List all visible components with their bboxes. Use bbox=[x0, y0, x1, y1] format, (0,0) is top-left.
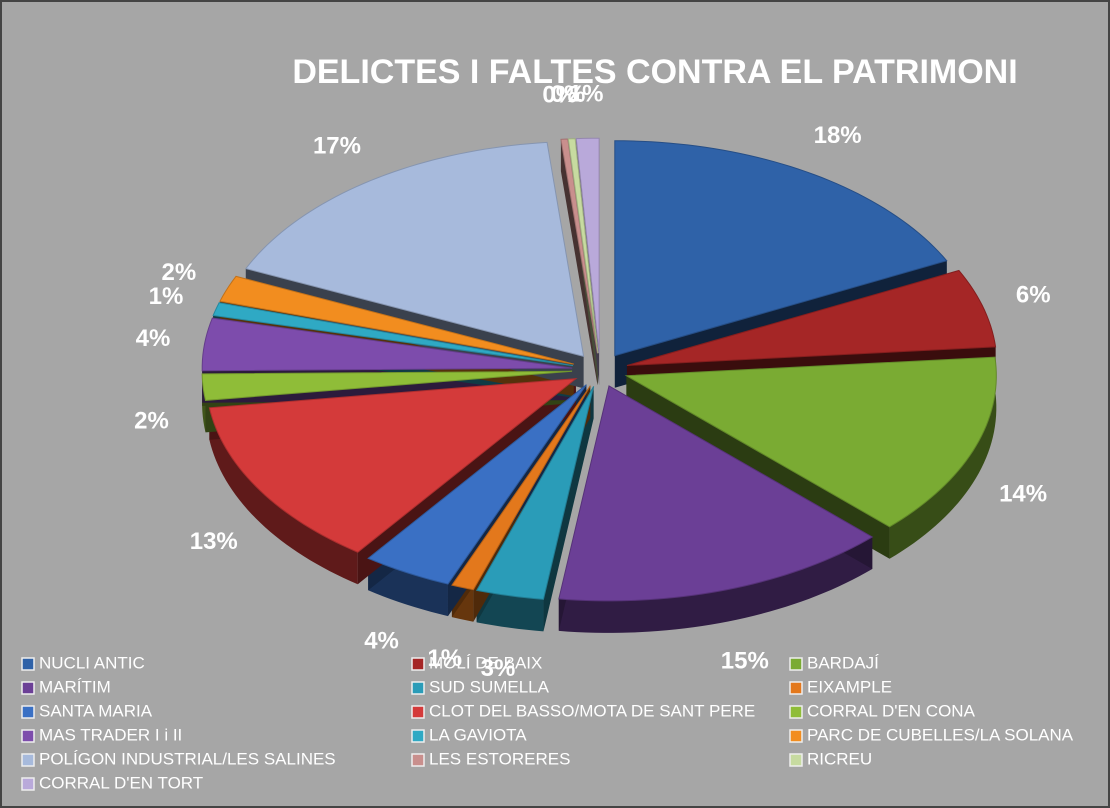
slice bbox=[624, 356, 997, 528]
slice bbox=[201, 370, 573, 401]
slice-radial-side bbox=[560, 138, 598, 386]
value-label: 4% bbox=[136, 325, 171, 352]
legend-label: RICREU bbox=[807, 749, 872, 768]
legend-marker bbox=[21, 729, 35, 743]
value-labels: 18%6%14%15%3%1%4%13%2%4%1%2%17%0%0%1% bbox=[134, 81, 1051, 682]
legend-marker bbox=[789, 657, 803, 671]
legend-label: EIXAMPLE bbox=[807, 677, 892, 696]
slice bbox=[475, 386, 595, 600]
slice bbox=[567, 138, 599, 354]
value-label: 18% bbox=[814, 122, 862, 149]
legend-marker bbox=[21, 753, 35, 767]
value-label: 1% bbox=[427, 645, 462, 672]
legend-label: CORRAL D'EN TORT bbox=[39, 773, 203, 792]
value-label: 2% bbox=[134, 408, 169, 435]
legend-marker bbox=[411, 681, 425, 695]
slice bbox=[451, 385, 591, 591]
slice bbox=[208, 377, 578, 553]
legend-marker bbox=[411, 657, 425, 671]
value-label: 15% bbox=[721, 648, 769, 675]
legend-marker bbox=[21, 705, 35, 719]
slice bbox=[614, 140, 948, 357]
legend-marker bbox=[789, 753, 803, 767]
legend-label: CLOT DEL BASSO/MOTA DE SANT PERE bbox=[429, 701, 755, 720]
value-label: 4% bbox=[364, 628, 399, 655]
legend-label: MAS TRADER I i II bbox=[39, 725, 182, 744]
legend-marker bbox=[21, 681, 35, 695]
legend-marker bbox=[789, 705, 803, 719]
legend-marker bbox=[411, 729, 425, 743]
slice bbox=[575, 137, 600, 354]
slice-side bbox=[558, 536, 873, 633]
value-label: 6% bbox=[1016, 281, 1051, 308]
legend-label: NUCLI ANTIC bbox=[39, 653, 145, 672]
slice bbox=[558, 385, 874, 602]
legend-marker bbox=[21, 777, 35, 791]
value-label: 0% bbox=[542, 82, 577, 109]
legend-label: SANTA MARIA bbox=[39, 701, 153, 720]
value-label: 1% bbox=[569, 81, 604, 108]
slice-side bbox=[209, 407, 358, 585]
legend-label: POLÍGON INDUSTRIAL/LES SALINES bbox=[39, 749, 336, 768]
slice bbox=[201, 317, 573, 372]
legend-label: SUD SUMELLA bbox=[429, 677, 550, 696]
legend-marker bbox=[789, 729, 803, 743]
slice-tops bbox=[201, 137, 997, 602]
legend-label: LA GAVIOTA bbox=[429, 725, 527, 744]
slice-side bbox=[889, 357, 997, 559]
value-label: 2% bbox=[161, 259, 196, 286]
value-label: 14% bbox=[999, 481, 1047, 508]
chart-title: DELICTES I FALTES CONTRA EL PATRIMONI bbox=[292, 53, 1017, 91]
value-label: 13% bbox=[190, 528, 238, 555]
slice-side bbox=[476, 590, 544, 632]
slice bbox=[367, 384, 587, 585]
value-label: 3% bbox=[481, 655, 516, 682]
value-label: 17% bbox=[313, 132, 361, 159]
legend-label: LES ESTORERES bbox=[429, 749, 570, 768]
slice bbox=[244, 141, 585, 358]
slice bbox=[212, 302, 574, 367]
legend-marker bbox=[411, 705, 425, 719]
value-label: 0% bbox=[551, 81, 586, 108]
legend-label: CORRAL D'EN CONA bbox=[807, 701, 976, 720]
legend-label: BARDAJÍ bbox=[807, 653, 879, 672]
value-label: 1% bbox=[149, 283, 184, 310]
legend-marker bbox=[411, 753, 425, 767]
legend-label: MOLÍ DE BAIX bbox=[429, 653, 542, 672]
slice bbox=[626, 269, 997, 366]
slice bbox=[560, 138, 598, 354]
legend-marker bbox=[21, 657, 35, 671]
legend-label: PARC DE CUBELLES/LA SOLANA bbox=[807, 725, 1074, 744]
legend-marker bbox=[789, 681, 803, 695]
legend-label: MARÍTIM bbox=[39, 677, 111, 696]
slice bbox=[219, 275, 574, 365]
